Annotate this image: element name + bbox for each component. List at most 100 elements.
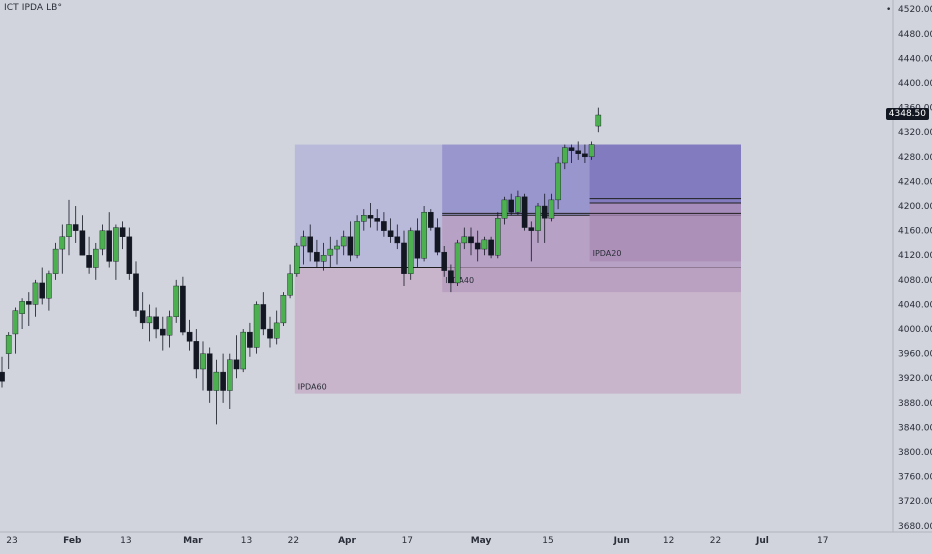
candle-body: [468, 236, 474, 244]
candle-body: [267, 328, 273, 339]
x-tick-label: 22: [710, 536, 721, 546]
zone-label-ipda60: IPDA60: [298, 383, 327, 392]
y-tick-label: 3800.00: [898, 448, 932, 458]
candle-body: [448, 270, 454, 284]
candle-body: [521, 196, 528, 228]
candle-body: [401, 242, 407, 274]
candle-body: [79, 230, 86, 256]
candle-body: [320, 255, 327, 262]
candle-body: [340, 236, 347, 247]
x-tick-label: Mar: [183, 536, 203, 546]
candle-body: [327, 248, 334, 256]
y-tick-label: 4280.00: [898, 153, 932, 163]
candle-body: [72, 224, 79, 231]
candle-body: [407, 230, 414, 274]
x-tick-label: May: [471, 536, 492, 546]
candle-body: [32, 282, 39, 305]
y-tick-label: 3760.00: [898, 473, 932, 483]
candle-body: [186, 331, 193, 342]
y-tick-label: 3880.00: [898, 399, 932, 409]
candle-body: [555, 162, 561, 201]
x-tick-label: 15: [542, 536, 553, 546]
candle-body: [59, 236, 66, 250]
candle-body: [488, 239, 494, 256]
candle-body: [200, 353, 206, 370]
candle-body: [454, 242, 461, 284]
x-tick-label: Jun: [613, 536, 630, 546]
candle-body: [260, 304, 267, 330]
y-tick-label: 3840.00: [898, 423, 932, 433]
candle-body: [247, 331, 253, 348]
zone-premium-ipda20: [589, 144, 741, 203]
candle-body: [434, 227, 441, 253]
candle-body: [501, 199, 508, 219]
candle-body: [146, 316, 153, 324]
candle-body: [595, 114, 602, 127]
candle-body: [394, 236, 401, 244]
candle-body: [240, 331, 247, 370]
candle-body: [233, 359, 240, 370]
indicator-label[interactable]: ICT IPDA LB°: [4, 3, 63, 13]
y-tick-label: 3680.00: [898, 522, 932, 532]
current-price-tag: 4348.50: [885, 108, 929, 120]
candle-body: [280, 295, 287, 324]
x-tick-label: 13: [120, 536, 131, 546]
candle-body: [220, 371, 226, 391]
candle-body: [12, 310, 19, 335]
x-tick-label: 17: [817, 536, 828, 546]
candle-body: [334, 245, 340, 250]
candle-body: [5, 334, 12, 354]
candle-body: [173, 285, 180, 317]
candle-body: [387, 230, 394, 237]
candle-body: [180, 285, 186, 333]
candle-body: [361, 215, 367, 222]
y-tick-label: 4160.00: [898, 227, 932, 237]
candle-body: [441, 251, 448, 271]
candle-body: [474, 242, 481, 250]
candle-body: [126, 236, 133, 274]
y-tick-label: 4320.00: [898, 128, 932, 138]
y-tick-label: 4000.00: [898, 325, 932, 335]
candle-body: [294, 245, 300, 274]
candle-body: [562, 147, 568, 164]
candle-body: [119, 227, 126, 237]
candle-body: [354, 221, 360, 256]
candle-body: [515, 196, 521, 213]
candle-body: [414, 230, 421, 259]
candle-body: [381, 221, 387, 231]
y-tick-label: 3920.00: [898, 374, 932, 384]
y-tick-label: 4120.00: [898, 251, 932, 261]
y-tick-label: 4200.00: [898, 202, 932, 212]
candle-body: [99, 230, 106, 250]
candle-body: [588, 144, 595, 158]
x-tick-label: 12: [663, 536, 674, 546]
candle-body: [139, 310, 146, 324]
candle-body: [481, 239, 488, 250]
candle-body: [461, 236, 468, 244]
candle-body: [52, 248, 59, 274]
candle-body: [307, 236, 314, 253]
candle-body: [193, 341, 200, 370]
y-tick-label: 4240.00: [898, 177, 932, 187]
candle-body: [528, 227, 535, 231]
more-dot-icon[interactable]: •: [886, 5, 892, 15]
x-tick-label: 17: [402, 536, 413, 546]
candle-body: [106, 230, 112, 262]
candle-body: [113, 227, 119, 262]
candle-body: [273, 322, 280, 339]
y-tick-label: 3720.00: [898, 497, 932, 507]
candle-body: [253, 304, 260, 348]
x-tick-label: Feb: [63, 536, 82, 546]
candle-body: [535, 205, 541, 231]
y-tick-label: 4080.00: [898, 276, 932, 286]
x-tick-label: 22: [288, 536, 299, 546]
x-tick-label: 13: [241, 536, 252, 546]
candle-body: [300, 236, 307, 247]
candle-body: [39, 282, 45, 299]
candle-body: [226, 359, 233, 391]
candle-body: [19, 301, 25, 314]
candle-body: [26, 301, 32, 305]
zone-label-ipda20: IPDA20: [593, 249, 622, 258]
